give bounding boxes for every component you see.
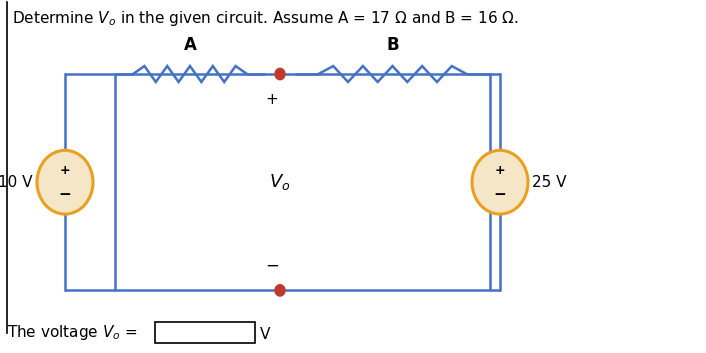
Text: B: B — [386, 36, 399, 54]
Bar — [155, 322, 255, 343]
Text: −: − — [265, 256, 279, 274]
Circle shape — [275, 68, 285, 80]
Text: +: + — [265, 91, 278, 107]
Text: A: A — [184, 36, 196, 54]
Text: 10 V: 10 V — [0, 175, 33, 190]
Text: 25 V: 25 V — [532, 175, 566, 190]
Text: +: + — [495, 163, 505, 176]
Bar — [115, 74, 490, 291]
Text: Determine $V_o$ in the given circuit. Assume A = 17 Ω and B = 16 Ω.: Determine $V_o$ in the given circuit. As… — [12, 9, 519, 28]
Text: V: V — [260, 327, 270, 342]
Text: The voltage $V_o$ =: The voltage $V_o$ = — [7, 323, 138, 342]
Text: −: − — [493, 187, 506, 202]
Circle shape — [275, 285, 285, 296]
Circle shape — [37, 150, 93, 214]
Text: +: + — [60, 163, 71, 176]
Circle shape — [472, 150, 528, 214]
Text: −: − — [59, 187, 71, 202]
Text: $V_o$: $V_o$ — [269, 172, 291, 192]
